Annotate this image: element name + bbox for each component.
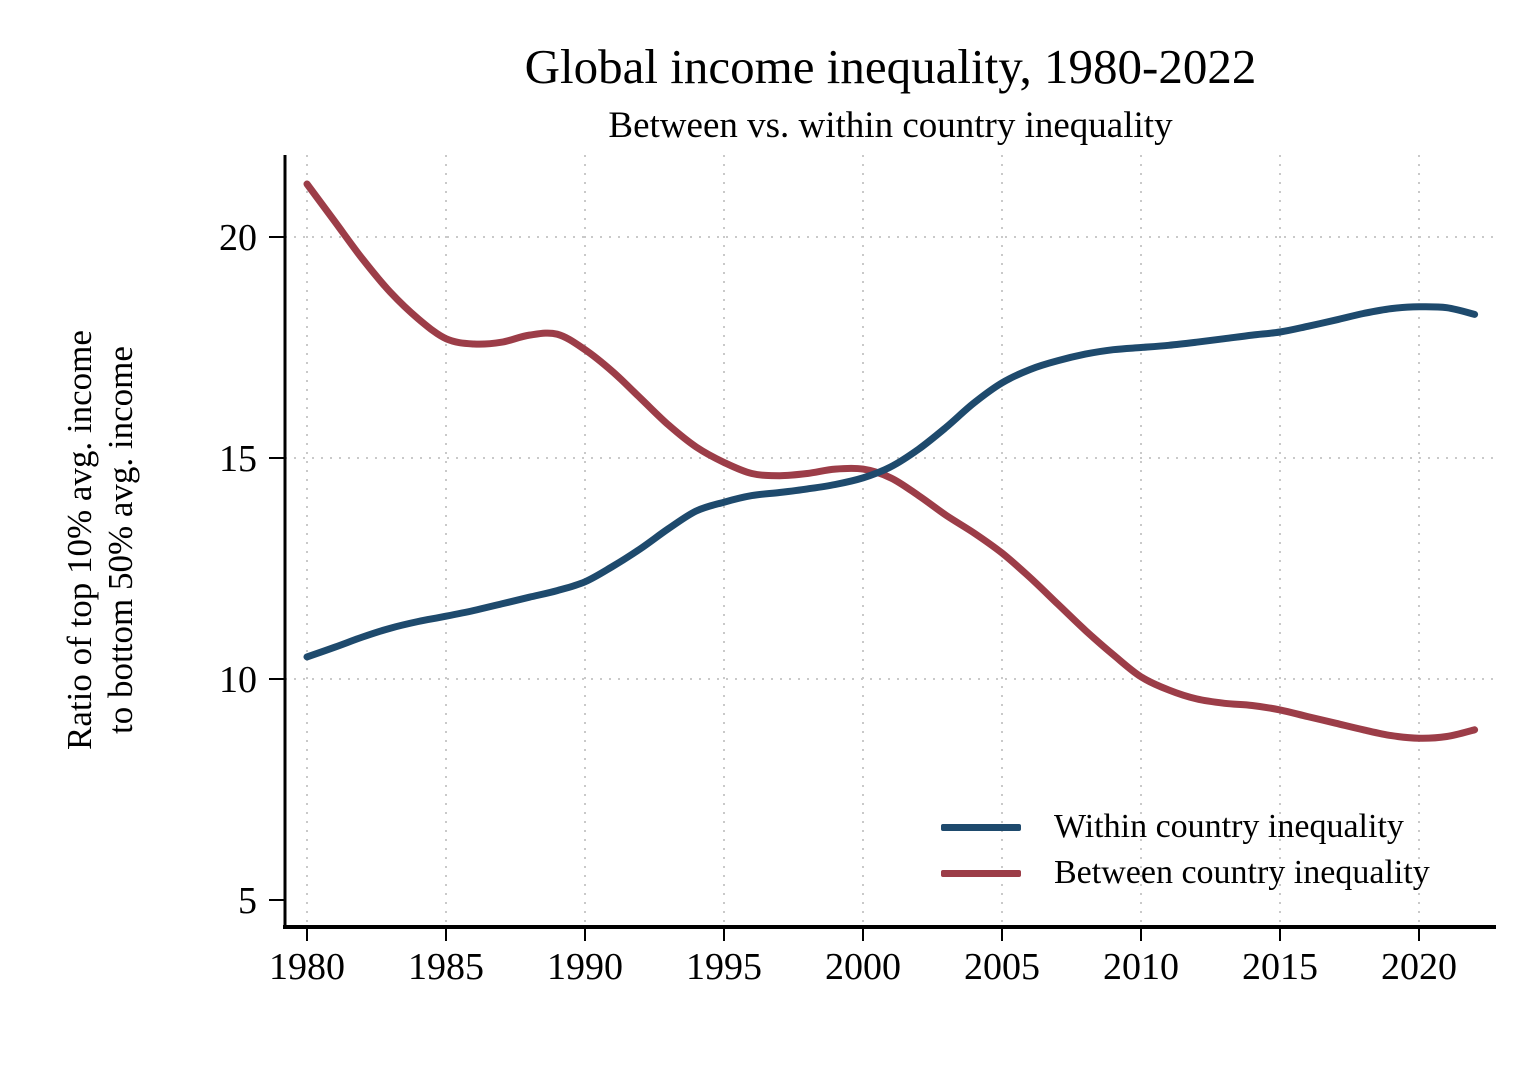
between-country-line (303, 180, 1479, 742)
x-tick-label: 1995 (686, 946, 762, 988)
x-tick-label: 2000 (825, 946, 901, 988)
x-tick-label: 2010 (1103, 946, 1179, 988)
chart-title: Global income inequality, 1980-2022 (524, 39, 1257, 94)
legend-item-within: Within country inequality (941, 804, 1430, 850)
legend: Within country inequality Between countr… (941, 804, 1430, 896)
y-tick-label: 5 (238, 880, 257, 922)
legend-item-between: Between country inequality (941, 850, 1430, 896)
x-tick-label: 1985 (408, 946, 484, 988)
x-tick-label: 2015 (1242, 946, 1318, 988)
x-tick-label: 2020 (1381, 946, 1457, 988)
x-tick-label: 1980 (269, 946, 345, 988)
chart-subtitle: Between vs. within country inequality (608, 105, 1173, 146)
x-tick-label: 2005 (964, 946, 1040, 988)
y-tick-label: 20 (219, 217, 257, 259)
y-tick-label: 15 (219, 438, 257, 480)
within-country-line-swatch (941, 823, 1021, 831)
legend-label-within: Within country inequality (1054, 808, 1404, 845)
y-tick-label: 10 (219, 659, 257, 701)
legend-label-between: Between country inequality (1054, 854, 1430, 891)
within-country-line (303, 303, 1479, 661)
between-country-line-swatch (941, 869, 1021, 877)
x-tick-label: 1990 (547, 946, 623, 988)
